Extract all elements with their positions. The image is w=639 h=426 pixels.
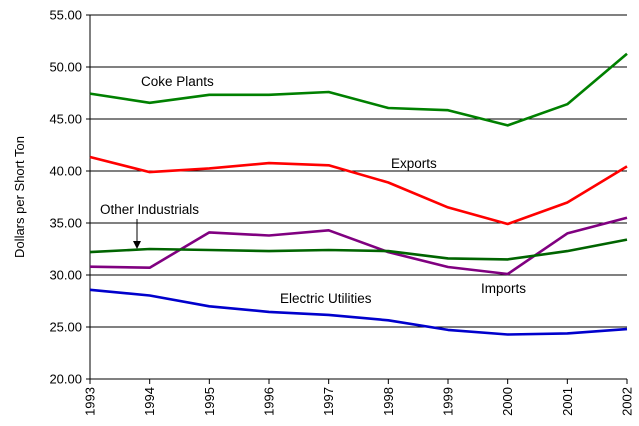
y-tick-label: 30.00 bbox=[49, 268, 82, 283]
y-tick-label: 25.00 bbox=[49, 320, 82, 335]
x-tick-label: 1994 bbox=[142, 387, 157, 416]
annotation-electric-utilities: Electric Utilities bbox=[280, 291, 372, 306]
annotations: Coke Plants Exports Other Industrials Im… bbox=[100, 74, 526, 306]
series-line-exports bbox=[89, 155, 628, 226]
y-tick-label: 20.00 bbox=[49, 372, 82, 387]
y-tick-label: 35.00 bbox=[49, 216, 82, 231]
series-line-other-industrials bbox=[89, 238, 628, 261]
annotation-imports: Imports bbox=[481, 281, 526, 296]
other-industrials-arrowhead bbox=[133, 241, 141, 249]
series-line-imports bbox=[89, 216, 628, 276]
x-tick-label: 1997 bbox=[321, 387, 336, 416]
x-tick-label: 1998 bbox=[381, 387, 396, 416]
y-tick-label: 55.00 bbox=[49, 8, 82, 23]
series-line-coke-plants bbox=[89, 52, 628, 127]
y-tick-label: 50.00 bbox=[49, 60, 82, 75]
x-tick-label: 2002 bbox=[620, 387, 635, 416]
y-tick-label: 45.00 bbox=[49, 112, 82, 127]
axes bbox=[86, 14, 628, 384]
y-tick-labels: 20.00 25.00 30.00 35.00 40.00 45.00 50.00 55.00 bbox=[49, 8, 82, 387]
y-tick-label: 40.00 bbox=[49, 164, 82, 179]
series-lines bbox=[89, 52, 628, 336]
annotation-coke-plants: Coke Plants bbox=[141, 74, 214, 89]
annotation-exports: Exports bbox=[391, 156, 437, 171]
x-tick-label: 1999 bbox=[441, 387, 456, 416]
x-tick-label: 2000 bbox=[500, 387, 515, 416]
annotation-other-industrials: Other Industrials bbox=[100, 202, 199, 217]
x-tick-labels: 1993 1994 1995 1996 1997 1998 1999 2000 2001 2002 bbox=[83, 387, 635, 416]
x-tick-label: 1996 bbox=[262, 387, 277, 416]
x-tick-label: 2001 bbox=[560, 387, 575, 416]
x-tick-label: 1995 bbox=[202, 387, 217, 416]
y-axis-label: Dollars per Short Ton bbox=[12, 136, 27, 258]
series-line-electric-utilities bbox=[89, 288, 628, 336]
x-tick-label: 1993 bbox=[83, 387, 98, 416]
